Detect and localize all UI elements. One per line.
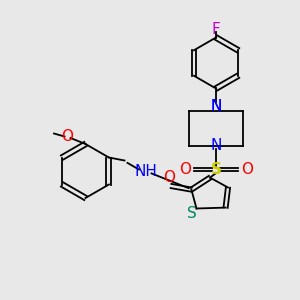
- Text: O: O: [61, 129, 74, 144]
- Text: NH: NH: [134, 164, 157, 178]
- Text: N: N: [210, 99, 222, 114]
- Text: S: S: [187, 206, 197, 221]
- Text: O: O: [241, 162, 253, 177]
- Text: N: N: [210, 138, 222, 153]
- Text: O: O: [179, 162, 191, 177]
- Text: O: O: [164, 169, 175, 184]
- Text: F: F: [212, 22, 220, 38]
- Text: N: N: [210, 99, 222, 114]
- Text: S: S: [211, 162, 221, 177]
